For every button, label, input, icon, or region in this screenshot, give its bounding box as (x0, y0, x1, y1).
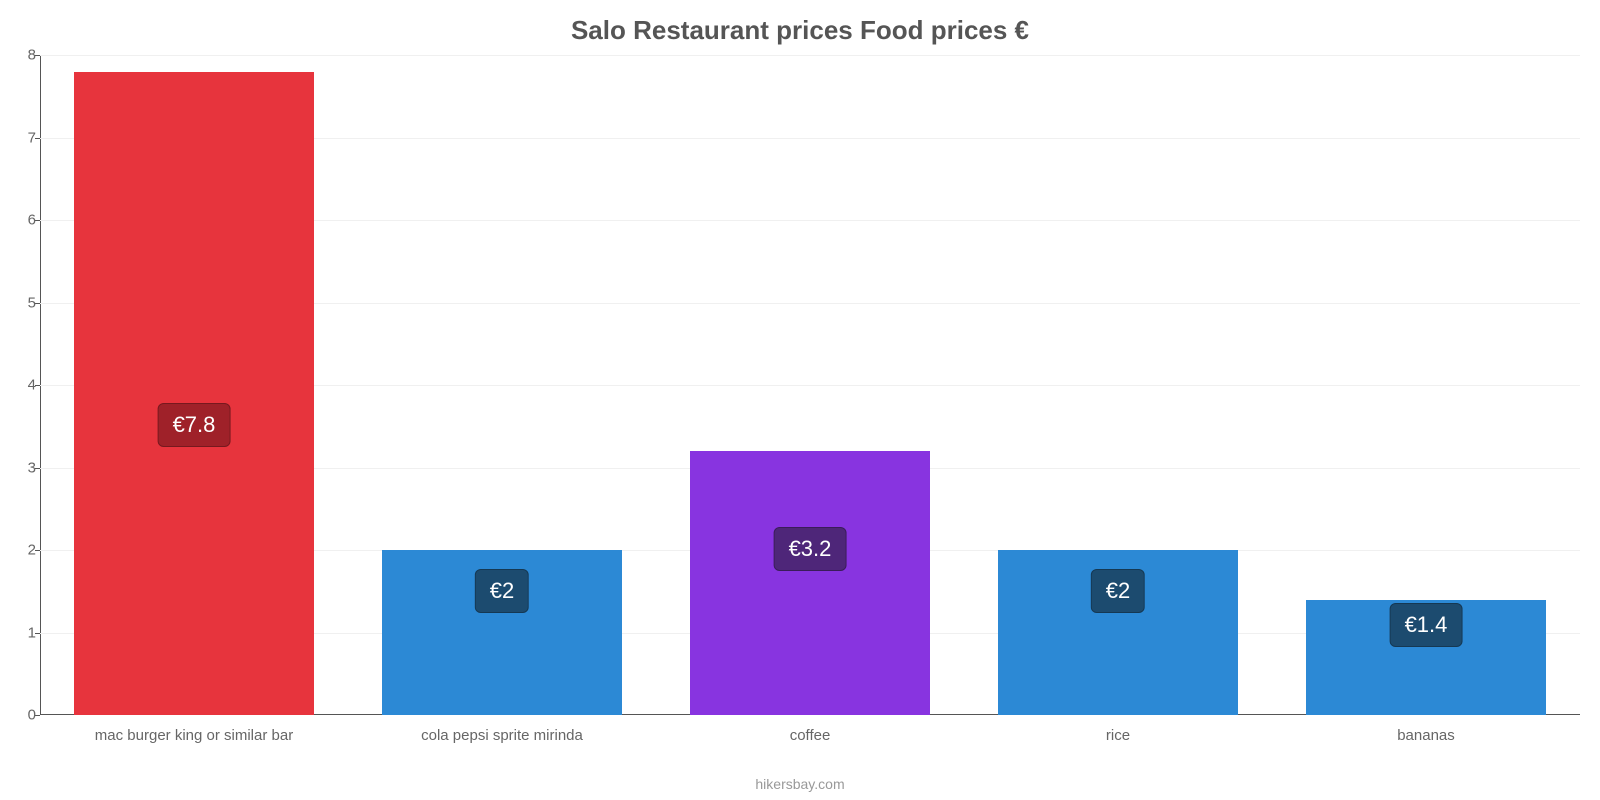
bar: €2 (998, 550, 1238, 715)
bar: €1.4 (1306, 600, 1546, 716)
x-category-label: mac burger king or similar bar (95, 727, 293, 744)
chart-container: Salo Restaurant prices Food prices € 012… (0, 0, 1600, 800)
y-tick-label: 0 (12, 707, 36, 724)
source-label: hikersbay.com (0, 776, 1600, 792)
bar-value-badge: €2 (475, 569, 529, 613)
y-tick-label: 2 (12, 542, 36, 559)
y-tick-label: 1 (12, 624, 36, 641)
y-tick-label: 5 (12, 294, 36, 311)
bar-value-badge: €1.4 (1390, 603, 1463, 647)
y-tick-label: 8 (12, 47, 36, 64)
bar-value-badge: €2 (1091, 569, 1145, 613)
x-category-label: cola pepsi sprite mirinda (421, 727, 583, 744)
bar-value-badge: €3.2 (774, 527, 847, 571)
y-tick-label: 4 (12, 377, 36, 394)
gridline (40, 55, 1580, 56)
plot-area: 012345678€7.8mac burger king or similar … (40, 55, 1580, 715)
bar-value-badge: €7.8 (158, 403, 231, 447)
x-category-label: bananas (1397, 727, 1455, 744)
chart-title: Salo Restaurant prices Food prices € (0, 15, 1600, 46)
x-category-label: coffee (790, 727, 831, 744)
bar: €7.8 (74, 72, 314, 716)
y-tick-label: 6 (12, 212, 36, 229)
bar: €2 (382, 550, 622, 715)
bar: €3.2 (690, 451, 930, 715)
x-category-label: rice (1106, 727, 1130, 744)
y-tick-label: 7 (12, 129, 36, 146)
y-tick-label: 3 (12, 459, 36, 476)
